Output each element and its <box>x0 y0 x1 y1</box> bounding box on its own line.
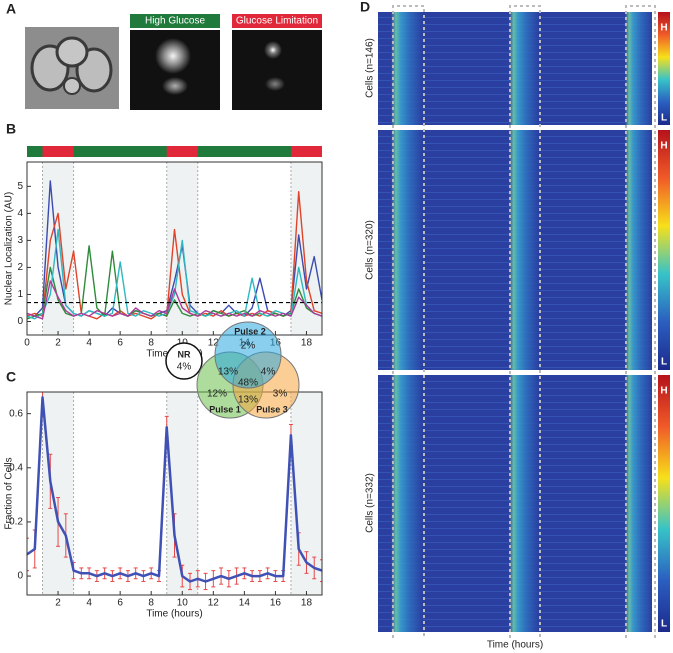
venn-label: Pulse 3 <box>256 404 288 414</box>
scale-high: H <box>660 141 667 152</box>
y-axis-label: Fraction of Cells <box>4 457 15 529</box>
venn-value: 3% <box>273 389 288 400</box>
x-tick-label: 16 <box>270 598 282 609</box>
x-tick-label: 0 <box>24 338 30 349</box>
venn-value: 2% <box>241 341 256 352</box>
venn-diagram: NR 4% Pulse 2 2% 13% 4% 48% 12% 13% 3% P… <box>165 321 300 419</box>
x-tick-label: 18 <box>301 338 313 349</box>
x-tick-label: 8 <box>148 338 154 349</box>
x-tick-label: 4 <box>86 598 92 609</box>
venn-label: Pulse 2 <box>234 326 266 336</box>
y-tick-label: 2 <box>17 262 23 273</box>
panel-label: C <box>6 369 16 385</box>
plot-frame <box>26 391 323 596</box>
y-tick-label: 5 <box>17 181 23 192</box>
condition-label: High Glucose <box>145 16 205 27</box>
plot-area <box>27 162 322 335</box>
panel-label: D <box>360 0 370 15</box>
venn-value: 12% <box>207 389 227 400</box>
y-tick-label: 0.4 <box>9 462 23 473</box>
y-tick-label: 0 <box>17 316 23 327</box>
venn-value: 13% <box>218 367 238 378</box>
series-line <box>27 396 322 583</box>
group-label: Cells (n=320) <box>365 220 376 280</box>
venn-nr <box>165 342 203 380</box>
colorbars <box>658 12 670 632</box>
condition-segment <box>42 146 74 157</box>
venn-value: 4% <box>261 367 276 378</box>
brightfield-image <box>25 27 119 109</box>
y-tick-label: 4 <box>17 208 23 219</box>
y-tick-label: 3 <box>17 235 23 246</box>
plot-area <box>27 392 322 595</box>
group-label: Cells (n=146) <box>365 38 376 98</box>
panel-label: A <box>6 1 16 17</box>
x-axis-label: Time (hours) <box>146 609 202 620</box>
condition-segment <box>166 146 198 157</box>
y-axis-label: Nuclear Localization (AU) <box>4 192 15 305</box>
venn-value: 48% <box>238 378 258 389</box>
y-tick-label: 1 <box>17 289 23 300</box>
cell-glow <box>264 41 282 59</box>
x-tick-label: 4 <box>86 338 92 349</box>
y-tick-label: 0.6 <box>9 408 23 419</box>
scale-high: H <box>660 386 667 397</box>
x-tick-label: 10 <box>177 598 189 609</box>
scale-low: L <box>661 357 667 368</box>
y-tick-label: 0.2 <box>9 517 23 528</box>
panel-label: B <box>6 121 16 137</box>
limitation-shade <box>42 162 74 335</box>
x-tick-label: 6 <box>117 598 123 609</box>
scale-high: H <box>660 23 667 34</box>
condition-label: Glucose Limitation <box>236 16 318 27</box>
limitation-shade <box>42 392 74 595</box>
heatmap <box>378 5 656 638</box>
series-line <box>27 228 322 320</box>
venn-value: 4% <box>177 362 192 373</box>
venn-label: Pulse 1 <box>209 404 241 414</box>
x-tick-label: 6 <box>117 338 123 349</box>
x-tick-label: 14 <box>239 598 251 609</box>
x-tick-label: 2 <box>55 338 61 349</box>
condition-header <box>232 14 322 28</box>
x-axis-label: Time (hours) <box>487 640 543 651</box>
condition-header <box>130 14 220 28</box>
cell-glow <box>162 77 188 95</box>
condition-segment <box>290 146 322 157</box>
x-tick-label: 18 <box>301 598 313 609</box>
x-tick-label: 12 <box>208 598 220 609</box>
y-tick-label: 0 <box>17 571 23 582</box>
x-tick-label: 2 <box>55 598 61 609</box>
venn-value: 13% <box>238 395 258 406</box>
series-line <box>27 280 322 320</box>
cell-glow <box>155 38 191 74</box>
x-tick-label: 12 <box>208 338 220 349</box>
venn-label: NR <box>178 349 191 359</box>
group-label: Cells (n=332) <box>365 473 376 533</box>
x-tick-label: 8 <box>148 598 154 609</box>
plot-frame <box>26 161 323 336</box>
scale-low: L <box>661 113 667 124</box>
cell-glow <box>265 77 285 91</box>
venn-set <box>214 321 282 389</box>
scale-low: L <box>661 619 667 630</box>
